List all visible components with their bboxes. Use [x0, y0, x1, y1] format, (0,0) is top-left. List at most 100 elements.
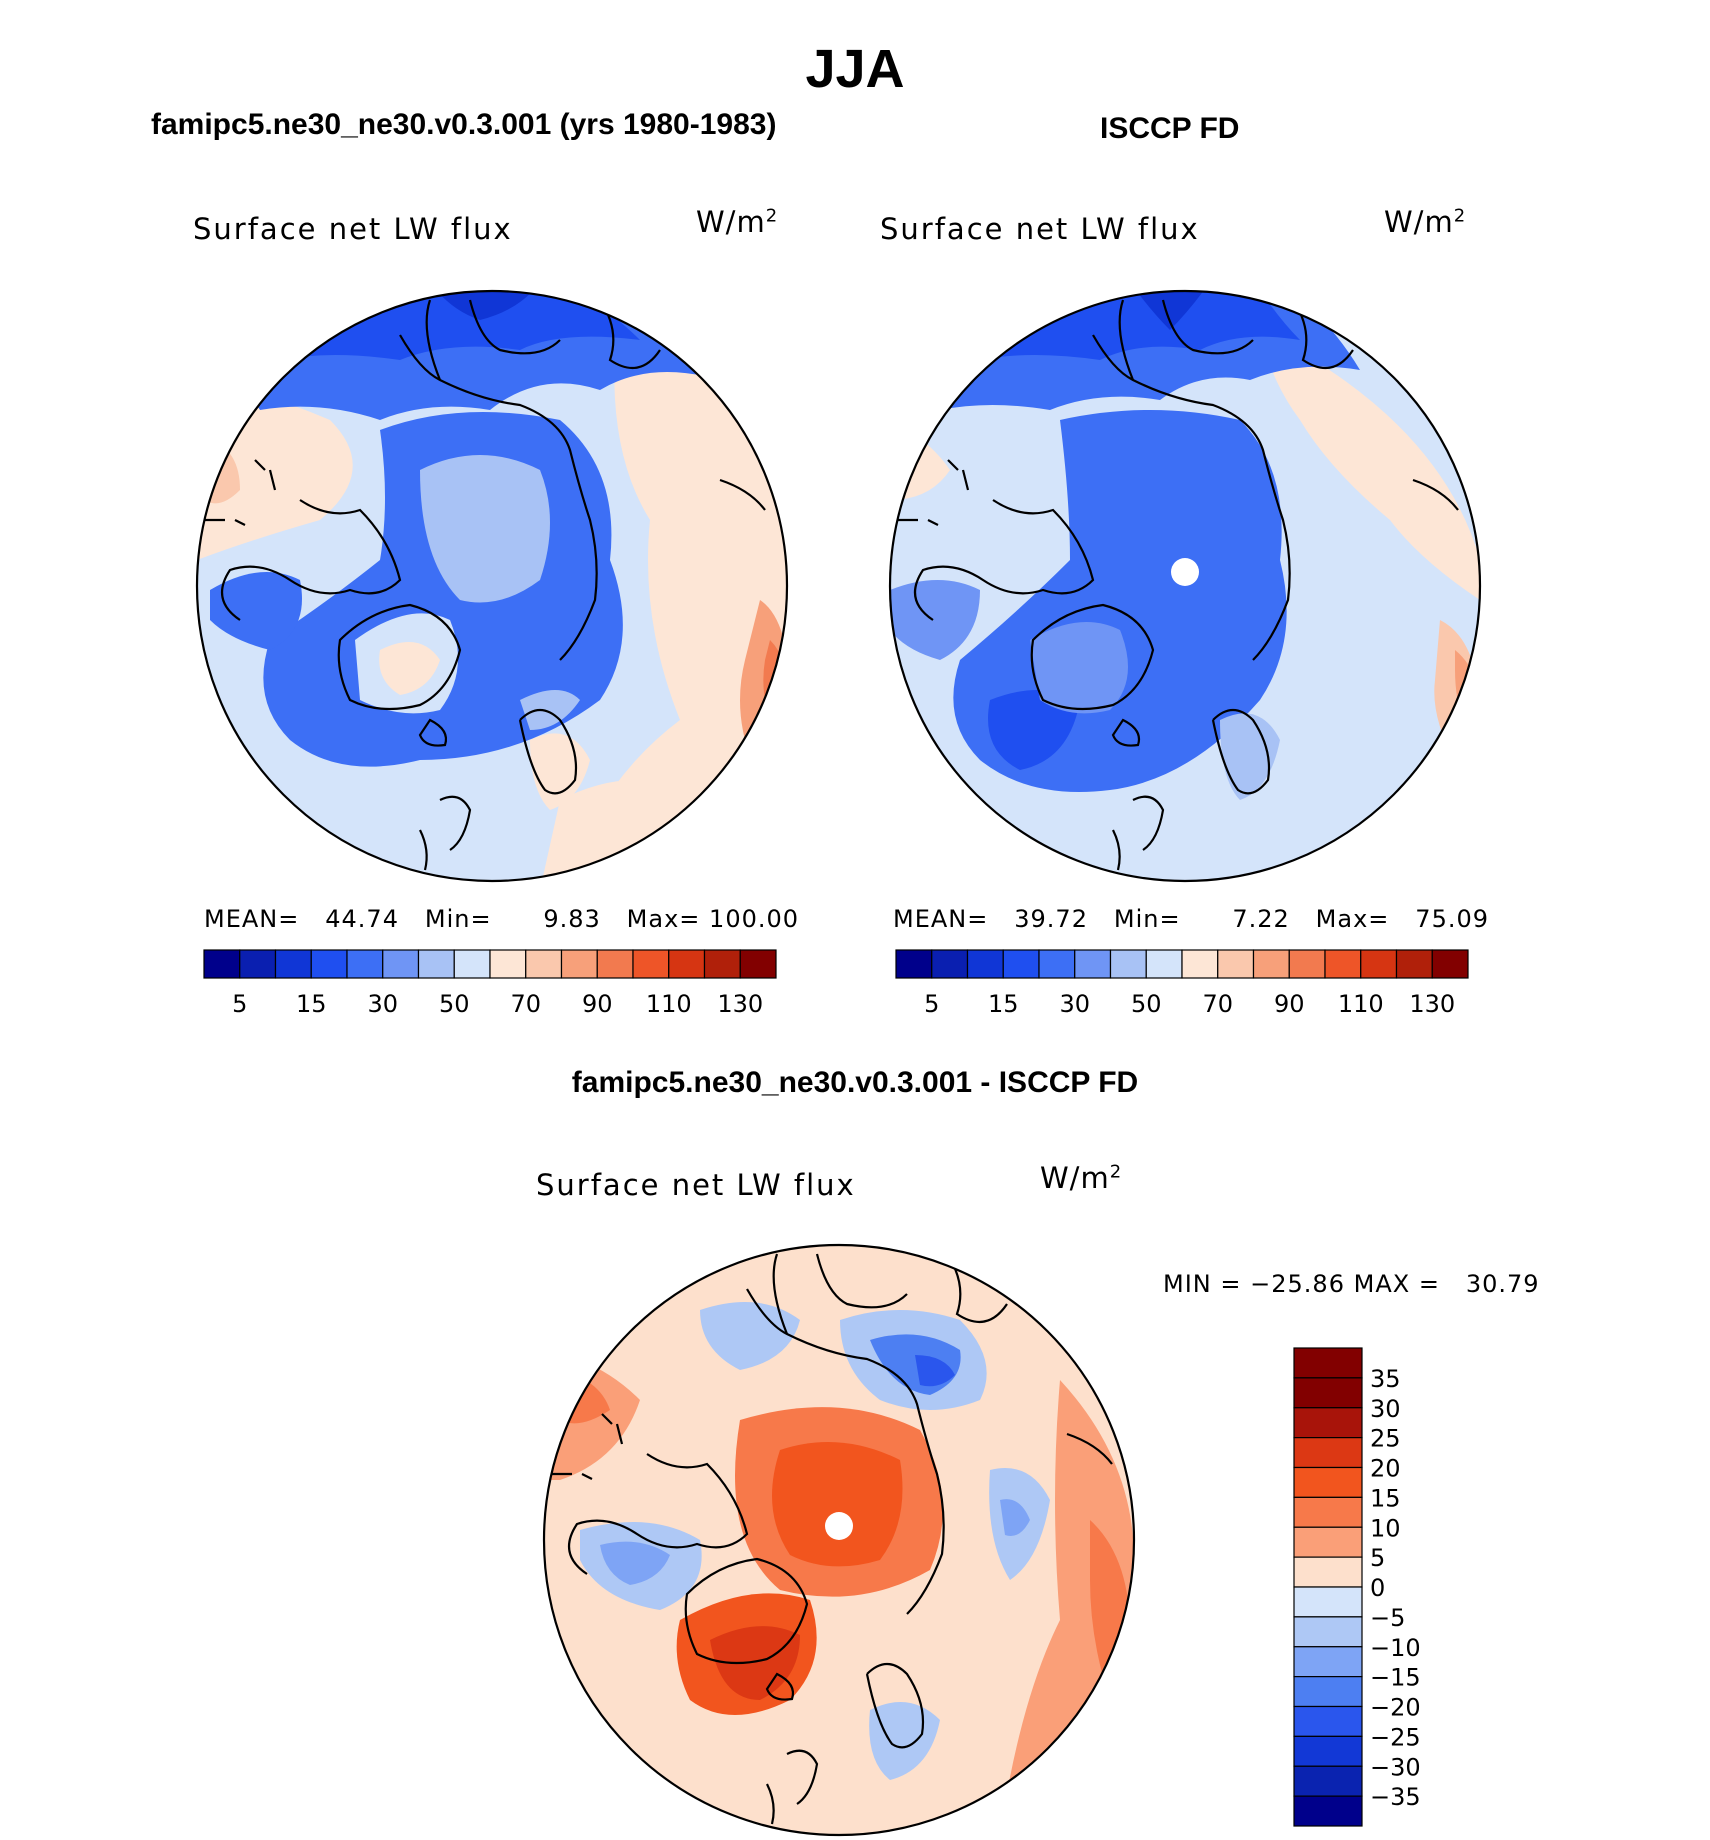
colorbar-swatch	[1293, 1377, 1363, 1409]
panel-1-units: W/m2	[696, 205, 779, 239]
min-label: Min=	[424, 905, 492, 933]
colorbar-swatch	[560, 949, 598, 979]
colorbar-swatch	[203, 949, 241, 979]
colorbar-tick-label: 50	[1131, 990, 1162, 1018]
colorbar-tick-label: 35	[1370, 1365, 1401, 1393]
colorbar-swatch	[1395, 949, 1433, 979]
colorbar-swatch	[739, 949, 777, 979]
colorbar-swatch	[1431, 949, 1469, 979]
colorbar-swatch	[239, 949, 277, 979]
colorbar-swatch	[1002, 949, 1040, 979]
colorbar-tick-label: 25	[1370, 1425, 1401, 1453]
map-2	[888, 289, 1482, 883]
colorbar-tick-label: 0	[1370, 1574, 1385, 1602]
colorbar-swatch	[310, 949, 348, 979]
panel-2-variable-label: Surface net LW flux	[880, 212, 1200, 246]
colorbar-swatch	[1293, 1795, 1363, 1827]
colorbar-tick-label: −30	[1370, 1753, 1421, 1781]
colorbar-swatch	[1288, 949, 1326, 979]
colorbar-tick-label: −20	[1370, 1694, 1421, 1722]
colorbar-swatch	[1293, 1705, 1363, 1737]
panel-2-title: ISCCP FD	[1100, 112, 1240, 145]
colorbar-swatch	[489, 949, 527, 979]
colorbar-swatch	[1217, 949, 1255, 979]
colorbar-tick-label: 30	[367, 990, 398, 1018]
min-label: Min=	[1113, 905, 1181, 933]
panel-2-units: W/m2	[1384, 205, 1467, 239]
max-label: Max=	[1315, 905, 1390, 933]
colorbar-tick-label: 15	[988, 990, 1019, 1018]
mean-label: MEAN=	[893, 905, 989, 933]
colorbar-swatch	[895, 949, 933, 979]
colorbar-swatch	[346, 949, 384, 979]
colorbar-swatch	[1293, 1646, 1363, 1678]
colorbar-swatch	[1293, 1616, 1363, 1648]
colorbar-tick-label: 130	[717, 990, 763, 1018]
colorbar-tick-label: 15	[296, 990, 327, 1018]
colorbar-swatch	[1324, 949, 1362, 979]
colorbar-swatch	[525, 949, 563, 979]
panel-1-stats: MEAN= 44.74 Min= 9.83 Max= 100.00	[204, 905, 799, 933]
colorbar-swatch	[1360, 949, 1398, 979]
colorbar-swatch	[931, 949, 969, 979]
colorbar-tick-label: 20	[1370, 1455, 1401, 1483]
colorbar-swatch	[1293, 1586, 1363, 1618]
colorbar-tick-label: −25	[1370, 1723, 1421, 1751]
colorbar-tick-label: 70	[1202, 990, 1233, 1018]
colorbar-tick-label: −15	[1370, 1664, 1421, 1692]
colorbar-2: 5 15 30 50 70 90 110 130	[895, 949, 1469, 1018]
colorbar-swatch	[1293, 1466, 1363, 1498]
colorbar-swatch	[1293, 1556, 1363, 1588]
min-value: 9.83	[543, 905, 601, 933]
mean-value: 44.74	[325, 905, 399, 933]
colorbar-swatch	[1293, 1437, 1363, 1469]
colorbar-swatch	[703, 949, 741, 979]
colorbar-swatch	[382, 949, 420, 979]
colorbar-swatch	[1293, 1735, 1363, 1767]
colorbar-1: 5 15 30 50 70 90 110 130	[203, 949, 777, 1018]
max-label: Max=	[626, 905, 701, 933]
mean-value: 39.72	[1014, 905, 1088, 933]
colorbar-swatch	[1109, 949, 1147, 979]
colorbar-swatch	[1293, 1407, 1363, 1439]
colorbar-swatch	[1293, 1496, 1363, 1528]
colorbar-swatch	[1293, 1526, 1363, 1558]
colorbar-swatch	[1293, 1347, 1363, 1379]
panel-3-variable-label: Surface net LW flux	[536, 1168, 856, 1202]
colorbar-tick-label: 90	[1274, 990, 1305, 1018]
panel-1-variable-label: Surface net LW flux	[193, 212, 513, 246]
colorbar-tick-label: 70	[510, 990, 541, 1018]
colorbar-swatch	[668, 949, 706, 979]
colorbar-tick-label: 50	[439, 990, 470, 1018]
colorbar-swatch	[417, 949, 455, 979]
colorbar-tick-label: −10	[1370, 1634, 1421, 1662]
panel-2-stats: MEAN= 39.72 Min= 7.22 Max= 75.09	[893, 905, 1489, 933]
colorbar-tick-label: 10	[1370, 1514, 1401, 1542]
colorbar-tick-label: −35	[1370, 1783, 1421, 1811]
max-label: MAX	[1353, 1270, 1411, 1298]
colorbar-tick-label: 30	[1370, 1395, 1401, 1423]
colorbar-swatch	[1181, 949, 1219, 979]
colorbar-tick-label: 130	[1409, 990, 1455, 1018]
colorbar-tick-label: 5	[924, 990, 939, 1018]
colorbar-swatch	[1074, 949, 1112, 979]
panel-3-title: famipc5.ne30_ne30.v0.3.001 - ISCCP FD	[571, 1066, 1139, 1099]
colorbar-swatch	[274, 949, 312, 979]
colorbar-swatch	[966, 949, 1004, 979]
colorbar-swatch	[1038, 949, 1076, 979]
main-title: JJA	[805, 39, 905, 99]
colorbar-swatch	[1293, 1676, 1363, 1708]
colorbar-swatch	[1252, 949, 1290, 979]
colorbar-tick-label: 15	[1370, 1484, 1401, 1512]
min-value: −25.86	[1250, 1270, 1345, 1298]
max-value: 100.00	[709, 905, 800, 933]
panel-3-stats: MIN = −25.86 MAX = 30.79	[1163, 1270, 1540, 1298]
colorbar-tick-label: 5	[232, 990, 247, 1018]
colorbar-tick-label: 110	[1338, 990, 1384, 1018]
mean-label: MEAN=	[204, 905, 300, 933]
colorbar-swatch	[596, 949, 634, 979]
panel-1-title: famipc5.ne30_ne30.v0.3.001 (yrs 1980-198…	[151, 108, 777, 141]
colorbar-swatch	[453, 949, 491, 979]
map-3	[542, 1243, 1136, 1837]
